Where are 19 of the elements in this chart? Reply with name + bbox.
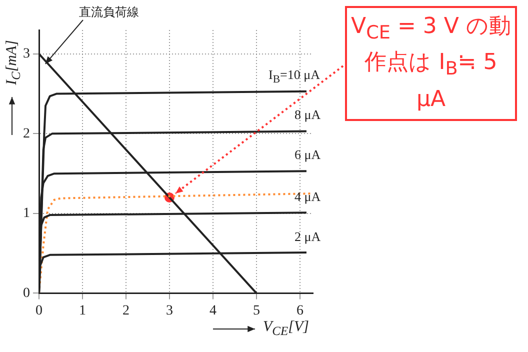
y-tick-label: 2 (23, 126, 30, 142)
x-tick-label: 6 (296, 303, 304, 318)
series-label: I$_{B}$=10 μA (268, 67, 320, 86)
x-tick-label: 5 (252, 303, 260, 318)
x-tick-label: 1 (78, 303, 86, 318)
y-tick-label: 1 (23, 206, 30, 222)
x-tick-label: 0 (36, 303, 42, 318)
y-tick-label: 3 (23, 46, 30, 62)
series-label: 8 μA (294, 107, 321, 124)
series-label: 2 μA (294, 228, 321, 245)
annotation: V$_{CE}$ = 3 V の動作点は I$_{B}$≒ 5 μA (345, 6, 517, 121)
x-tick-label: 3 (166, 303, 173, 318)
x-tick-label: 2 (122, 303, 130, 318)
series-label: 4 μA (294, 188, 321, 205)
x-axis-title: V$_{CE}$[V] (263, 319, 309, 340)
annotation: 直流負荷線 (79, 4, 139, 21)
y-tick-label: 0 (23, 286, 30, 301)
x-tick-label: 4 (209, 303, 216, 318)
series-label: 6 μA (294, 147, 321, 164)
